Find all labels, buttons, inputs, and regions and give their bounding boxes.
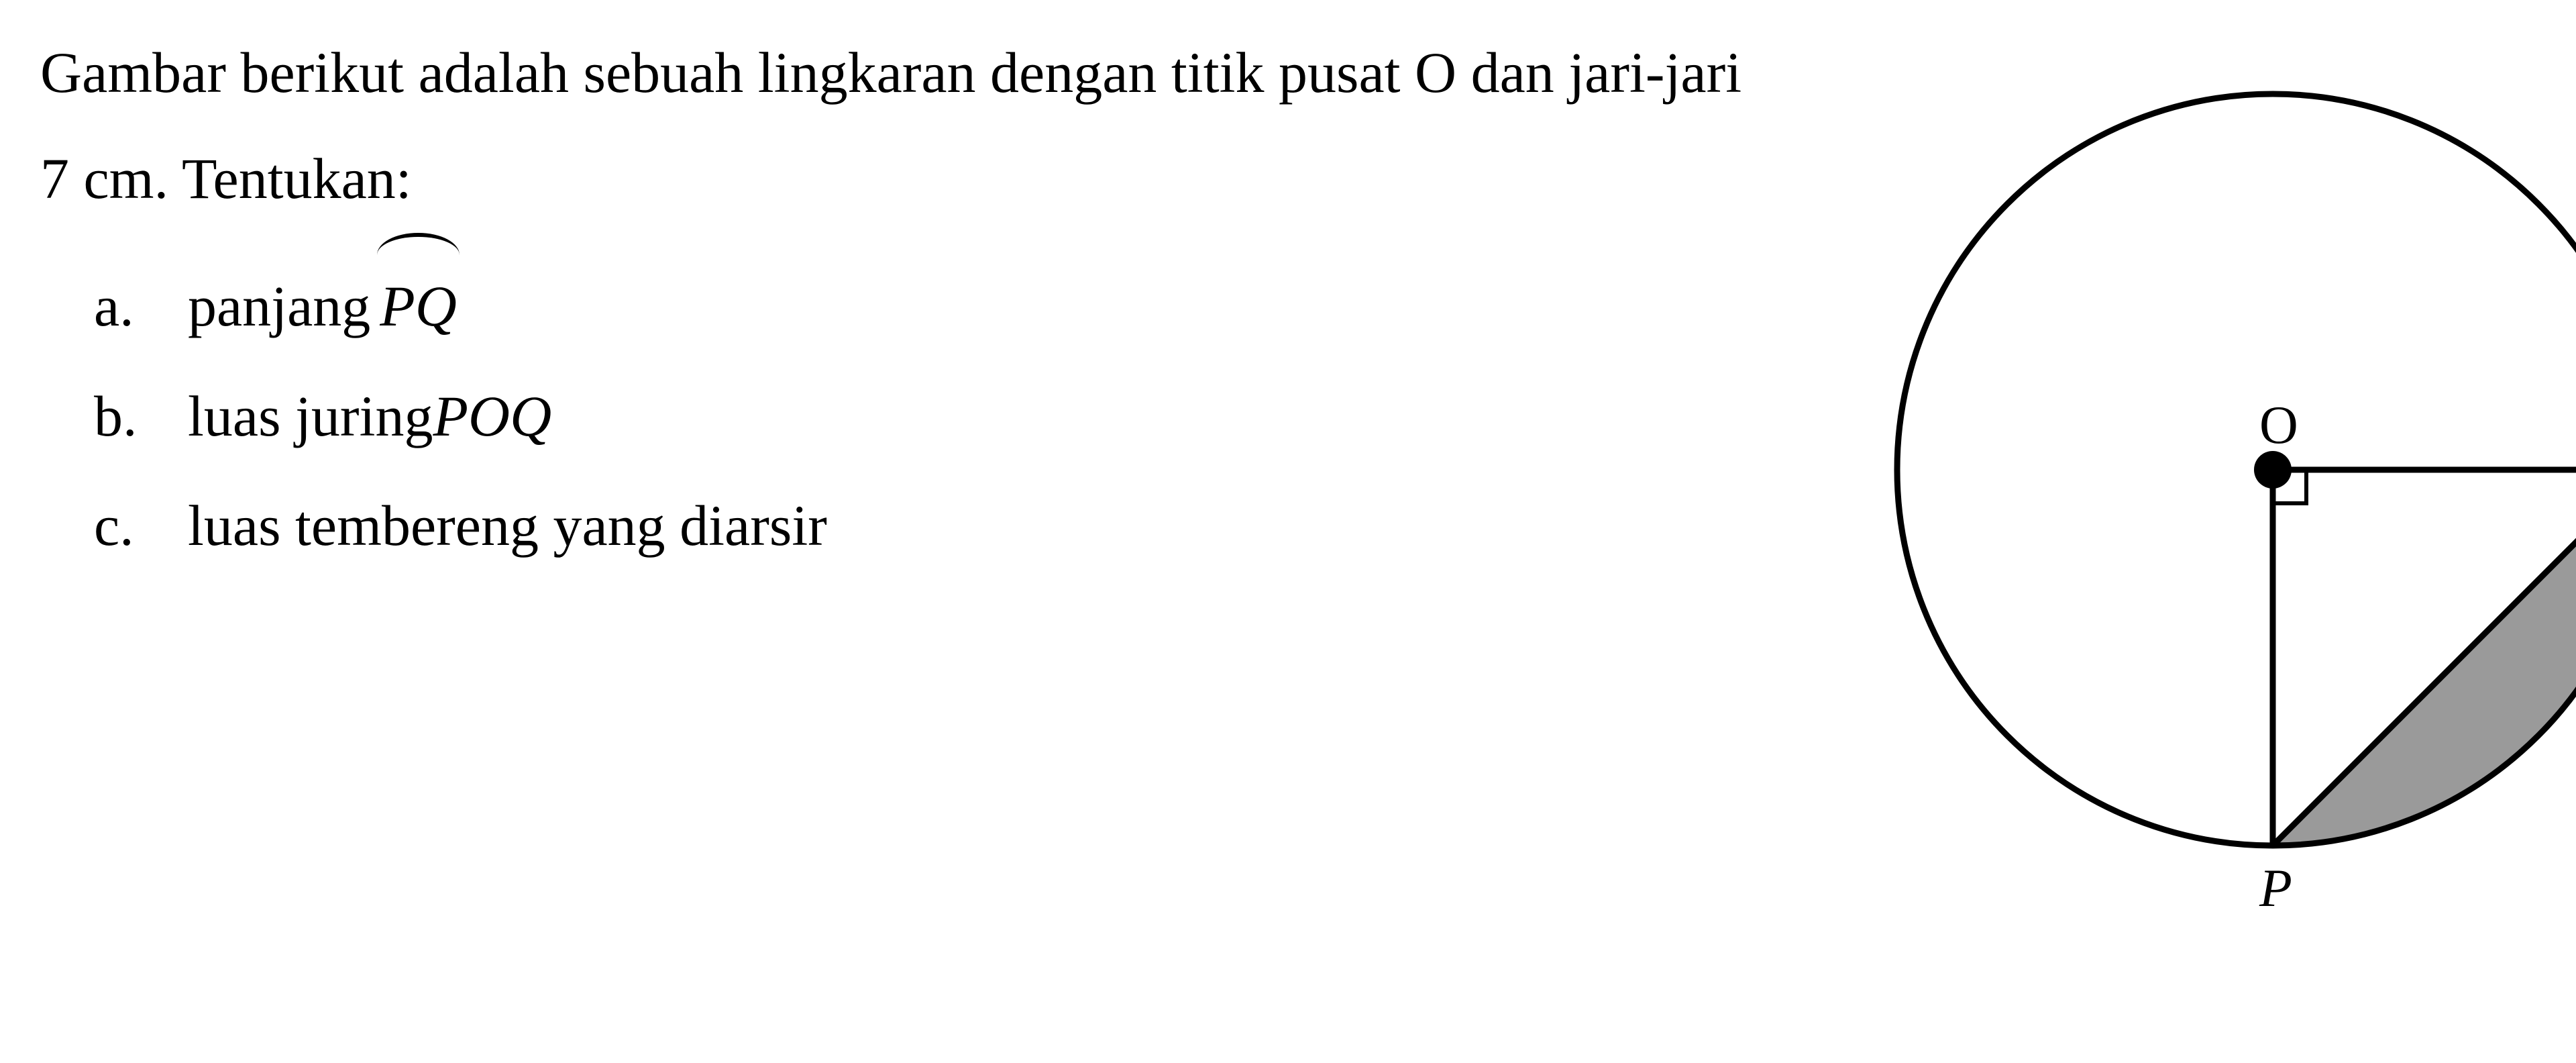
- intro-line-2: 7 cm. Tentukan:: [40, 133, 1741, 225]
- arc-variable-pq: PQ: [380, 252, 457, 361]
- marker-a: a.: [94, 252, 188, 361]
- label-o: O: [2259, 396, 2298, 455]
- list-item-c: c. luas tembereng yang diarsir: [94, 471, 1741, 580]
- marker-b: b.: [94, 362, 188, 471]
- center-dot: [2254, 451, 2292, 489]
- question-list: a. panjang PQ b. luas juring POQ c. luas…: [40, 252, 1741, 580]
- intro-line-1: Gambar berikut adalah sebuah lingkaran d…: [40, 27, 1741, 119]
- prefix-b: luas juring: [188, 362, 433, 471]
- text-b: luas juring POQ: [188, 362, 551, 471]
- circle-diagram: OQP: [1884, 67, 2576, 906]
- text-a: panjang PQ: [188, 252, 457, 361]
- text-column: Gambar berikut adalah sebuah lingkaran d…: [40, 27, 1741, 1036]
- figure-column: OQP: [1741, 27, 2576, 1036]
- prefix-c: luas tembereng yang diarsir: [188, 471, 827, 580]
- list-item-a: a. panjang PQ: [94, 252, 1741, 361]
- label-p: P: [2259, 859, 2292, 906]
- list-item-b: b. luas juring POQ: [94, 362, 1741, 471]
- shaded-segment: [2273, 470, 2576, 846]
- variable-poq: POQ: [433, 362, 551, 471]
- marker-c: c.: [94, 471, 188, 580]
- problem-container: Gambar berikut adalah sebuah lingkaran d…: [40, 27, 2536, 1036]
- text-c: luas tembereng yang diarsir: [188, 471, 827, 580]
- prefix-a: panjang: [188, 252, 370, 361]
